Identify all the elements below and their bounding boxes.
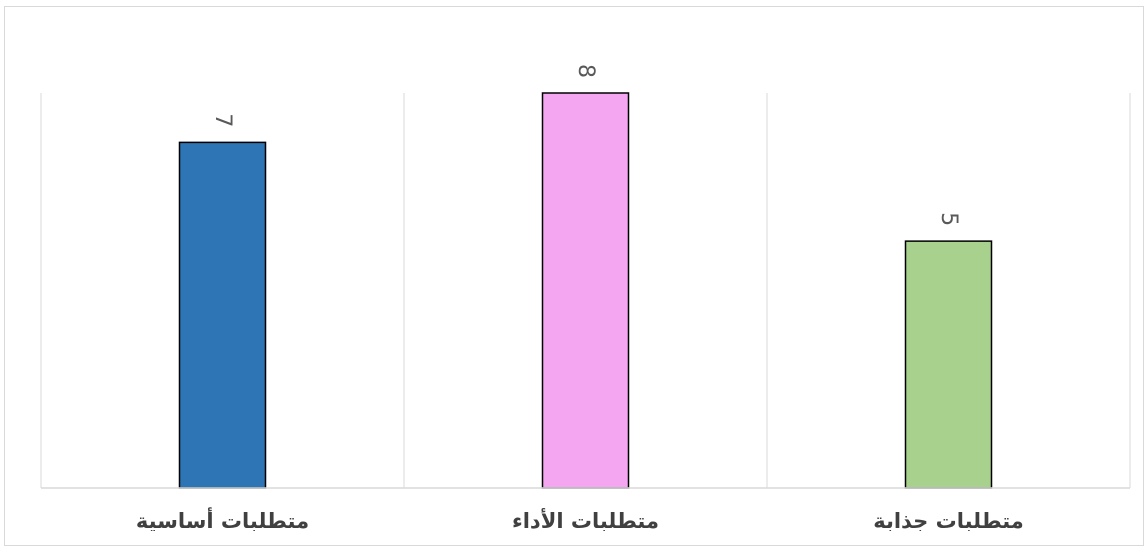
category-label-2: متطلبات الأداء — [512, 507, 659, 531]
category-label-3: متطلبات جذابة — [873, 509, 1024, 531]
category-labels: متطلبات أساسية متطلبات الأداء متطلبات جذاب… — [136, 506, 1024, 531]
data-label-1: 7 — [210, 113, 235, 127]
data-labels: 7 8 5 — [210, 64, 961, 226]
bar-1 — [178, 141, 267, 489]
data-label-3: 5 — [936, 212, 961, 226]
bar-3 — [904, 240, 993, 489]
bar-2 — [541, 92, 630, 489]
category-label-1: متطلبات أساسية — [136, 506, 309, 531]
data-label-2: 8 — [573, 64, 598, 78]
bars — [178, 92, 993, 489]
bar-chart: 785 متطلبات أساسية متطلبات الأداء متطلبات … — [40, 64, 1131, 531]
grid-lines — [40, 93, 1131, 488]
